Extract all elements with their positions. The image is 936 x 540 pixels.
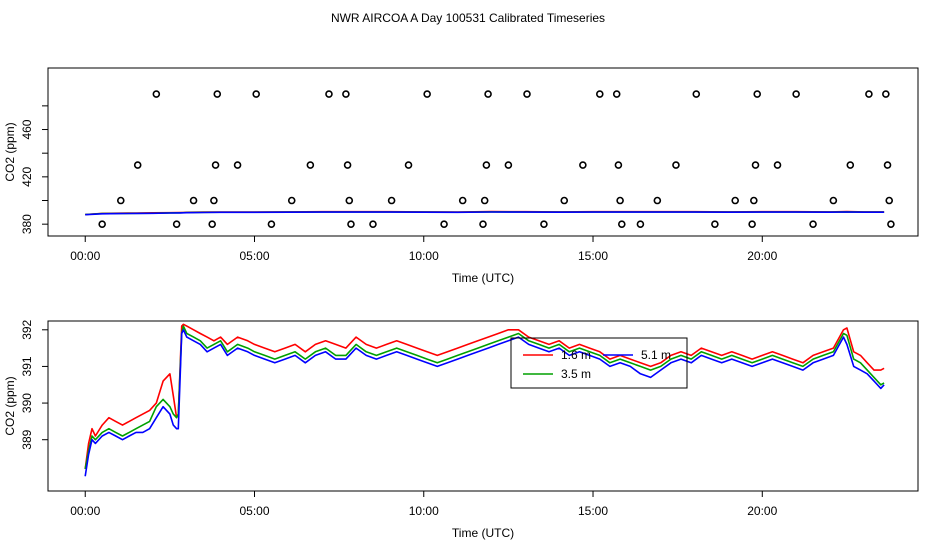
data-point xyxy=(617,220,626,228)
series-line xyxy=(84,328,885,477)
series-line xyxy=(85,211,885,216)
data-point xyxy=(252,90,260,98)
chart-title: NWR AIRCOA A Day 100531 Calibrated Times… xyxy=(331,11,605,25)
series-line xyxy=(84,323,885,470)
data-point xyxy=(887,220,895,228)
y-tick-label: 391 xyxy=(20,356,34,376)
data-point xyxy=(773,161,782,169)
top-panel: 00:00 05:00 10:00 15:00 20:00 380 420 460 Time (… xyxy=(3,67,919,285)
data-point xyxy=(523,90,531,98)
data-point xyxy=(306,161,315,169)
data-point xyxy=(211,161,220,169)
data-point xyxy=(614,161,623,169)
data-point xyxy=(595,90,604,98)
data-point xyxy=(885,196,894,205)
bottom-panel: 00:00 05:00 10:00 15:00 20:00 389 390 391 392 Tim… xyxy=(3,319,919,540)
data-point xyxy=(636,220,645,228)
data-point xyxy=(325,90,333,98)
data-point xyxy=(846,161,855,169)
x-tick-label: 20:00 xyxy=(747,249,777,263)
data-point xyxy=(865,90,873,98)
y-tick-label: 460 xyxy=(20,119,34,139)
data-point xyxy=(540,220,548,228)
data-point xyxy=(189,196,198,205)
x-axis-title: Time (UTC) xyxy=(452,526,514,540)
data-point xyxy=(210,196,218,205)
y-tick-label: 392 xyxy=(20,319,34,339)
x-tick-label: 05:00 xyxy=(239,249,269,263)
data-point xyxy=(343,161,352,169)
data-point xyxy=(829,196,838,205)
data-point xyxy=(480,196,489,205)
data-point xyxy=(458,196,467,205)
x-tick-label: 05:00 xyxy=(239,504,269,518)
data-point xyxy=(213,90,222,98)
y-tick-label: 390 xyxy=(20,393,34,413)
data-point xyxy=(287,196,296,205)
data-point xyxy=(751,161,760,169)
data-point xyxy=(748,220,756,228)
data-point xyxy=(579,161,587,169)
data-point xyxy=(882,90,890,98)
x-axis-title: Time (UTC) xyxy=(452,271,514,285)
data-point xyxy=(423,90,431,98)
y-axis-title: CO2 (ppm) xyxy=(3,122,17,181)
data-point xyxy=(792,90,800,98)
data-point xyxy=(133,161,142,169)
data-point xyxy=(152,90,161,98)
legend-box xyxy=(510,337,688,389)
x-tick-label: 10:00 xyxy=(409,249,439,263)
data-point xyxy=(616,196,624,205)
data-point xyxy=(560,196,569,205)
data-point xyxy=(440,220,448,228)
series-line xyxy=(84,325,885,470)
data-point xyxy=(753,90,762,98)
data-point xyxy=(387,196,396,205)
x-tick-label: 00:00 xyxy=(70,504,100,518)
data-point xyxy=(883,161,892,169)
data-point xyxy=(116,196,125,205)
x-tick-label: 20:00 xyxy=(747,504,777,518)
legend-label: 1.6 m xyxy=(561,348,591,362)
data-point xyxy=(342,90,350,98)
data-point xyxy=(369,220,377,228)
x-tick-label: 10:00 xyxy=(409,504,439,518)
data-point xyxy=(267,220,276,228)
y-tick-label: 380 xyxy=(20,214,34,234)
data-point xyxy=(482,161,491,169)
data-point xyxy=(479,220,487,228)
y-tick-label: 420 xyxy=(20,167,34,187)
data-point xyxy=(233,161,242,169)
data-point xyxy=(672,161,680,169)
data-point xyxy=(692,90,701,98)
plot-frame xyxy=(47,67,919,237)
data-point xyxy=(653,196,662,205)
x-tick-label: 00:00 xyxy=(70,249,100,263)
legend-label: 5.1 m xyxy=(641,348,671,362)
x-tick-label: 15:00 xyxy=(578,249,608,263)
y-tick-label: 389 xyxy=(20,429,34,449)
data-point xyxy=(345,196,354,205)
data-point xyxy=(98,220,106,228)
y-axis-title: CO2 (ppm) xyxy=(3,376,17,435)
data-point xyxy=(172,220,181,228)
data-point xyxy=(731,196,739,205)
data-point xyxy=(711,220,719,228)
plot-frame xyxy=(47,320,919,492)
x-tick-label: 15:00 xyxy=(578,504,608,518)
data-point xyxy=(208,220,216,228)
data-point xyxy=(484,90,492,98)
data-point xyxy=(612,90,621,98)
legend-label: 3.5 m xyxy=(561,367,591,381)
data-point xyxy=(347,220,355,228)
data-point xyxy=(809,220,817,228)
data-point xyxy=(750,196,758,205)
data-point xyxy=(404,161,413,169)
data-point xyxy=(504,161,513,169)
